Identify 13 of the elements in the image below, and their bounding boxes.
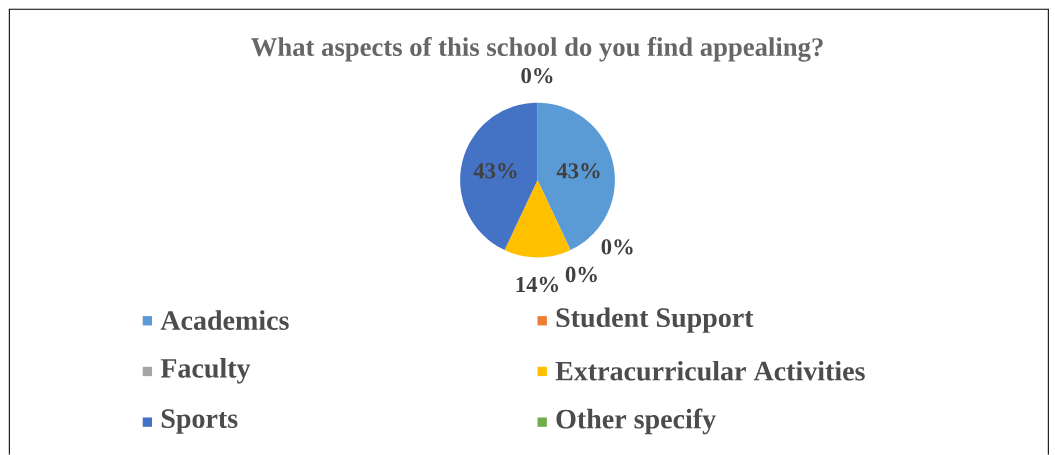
legend-label: Student Support	[556, 307, 754, 333]
legend-label: Other specify	[556, 408, 716, 435]
legend-label: Extracurricular Activities	[555, 360, 865, 381]
data-label: 43%	[556, 163, 600, 179]
text: 0%	[521, 68, 553, 84]
legend-label: Sports	[161, 409, 238, 434]
chart-title: What aspects of this school do you find appealing?	[251, 37, 823, 62]
text: 0%	[601, 239, 633, 255]
legend-label: Academics	[160, 310, 289, 331]
text: 0%	[565, 266, 597, 283]
data-label: 43%	[473, 163, 517, 179]
legend-label: Faculty	[160, 358, 251, 384]
data-label: 14%	[516, 276, 559, 293]
